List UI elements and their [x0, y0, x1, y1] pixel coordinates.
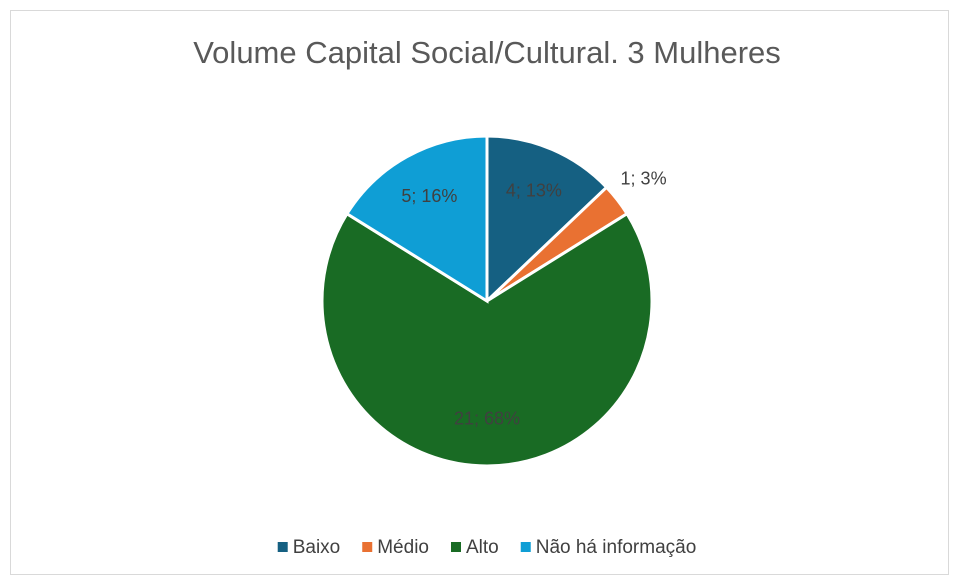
pie-slice [485, 134, 609, 305]
legend-label: Não há informação [536, 537, 697, 558]
data-label: 21; 68% [454, 409, 520, 429]
legend-swatch [277, 542, 288, 552]
legend-label: Alto [466, 537, 499, 558]
legend-swatch [450, 542, 461, 552]
data-label: 5; 16% [401, 186, 457, 206]
legend-label: Médio [377, 537, 429, 558]
pie-slice [320, 211, 654, 468]
data-label: 4; 13% [506, 181, 562, 201]
legend-swatch [362, 542, 373, 552]
legend-swatch [520, 542, 531, 552]
chart-title: Volume Capital Social/Cultural. 3 Mulher… [193, 35, 781, 70]
pie-slice [344, 134, 489, 304]
data-label: 1; 3% [621, 169, 667, 189]
legend-label: Baixo [293, 537, 341, 558]
